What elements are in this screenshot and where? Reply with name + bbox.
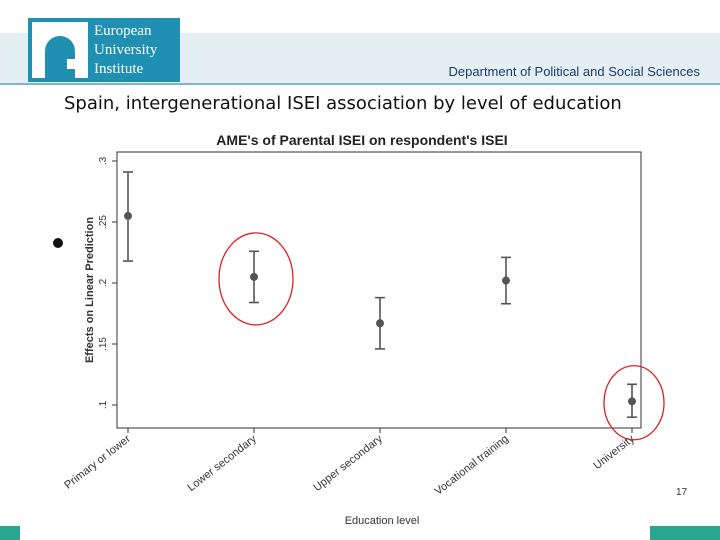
- slide-title: Spain, intergenerational ISEI associatio…: [64, 93, 622, 114]
- logo-window: [67, 59, 79, 69]
- institution-logo: European University Institute: [28, 18, 180, 82]
- corner-bar-left: [0, 526, 20, 540]
- x-axis-label: Education level: [345, 515, 420, 527]
- plot-area: [116, 151, 642, 429]
- highlight-ellipse: [603, 365, 665, 441]
- chart-title: AME's of Parental ISEI on respondent's I…: [216, 132, 507, 148]
- y-tick-label: .3: [98, 156, 109, 165]
- y-tick-label: .1: [98, 400, 109, 409]
- logo-line-1: European: [94, 23, 152, 39]
- y-axis-label: Effects on Linear Prediction: [84, 217, 96, 363]
- x-tick-label: Lower secondary: [185, 433, 259, 494]
- data-point: [250, 272, 258, 281]
- x-tick-label: Upper secondary: [311, 433, 385, 494]
- x-tick-label: Primary or lower: [62, 433, 133, 492]
- bullet-point: [53, 238, 63, 248]
- department-name: Department of Political and Social Scien…: [448, 64, 700, 79]
- logo-text: European University Institute: [94, 22, 157, 79]
- y-tick-label: .25: [98, 215, 109, 229]
- data-point: [628, 397, 636, 406]
- x-tick-label: Vocational training: [433, 433, 511, 498]
- logo-arch: [45, 36, 79, 78]
- x-tick-label: University: [591, 433, 637, 472]
- page-number: 17: [676, 487, 688, 498]
- logo-line-2: University: [94, 42, 158, 58]
- data-point: [502, 276, 510, 285]
- corner-bar-right: [650, 526, 720, 540]
- data-point: [124, 211, 132, 220]
- data-point: [376, 319, 384, 328]
- header-rule: [0, 83, 720, 85]
- y-tick-label: .2: [98, 278, 109, 287]
- logo-line-3: Institute: [94, 61, 144, 77]
- logo-mark: [32, 22, 88, 78]
- y-tick-label: .15: [98, 337, 109, 351]
- highlight-ellipse: [218, 232, 294, 326]
